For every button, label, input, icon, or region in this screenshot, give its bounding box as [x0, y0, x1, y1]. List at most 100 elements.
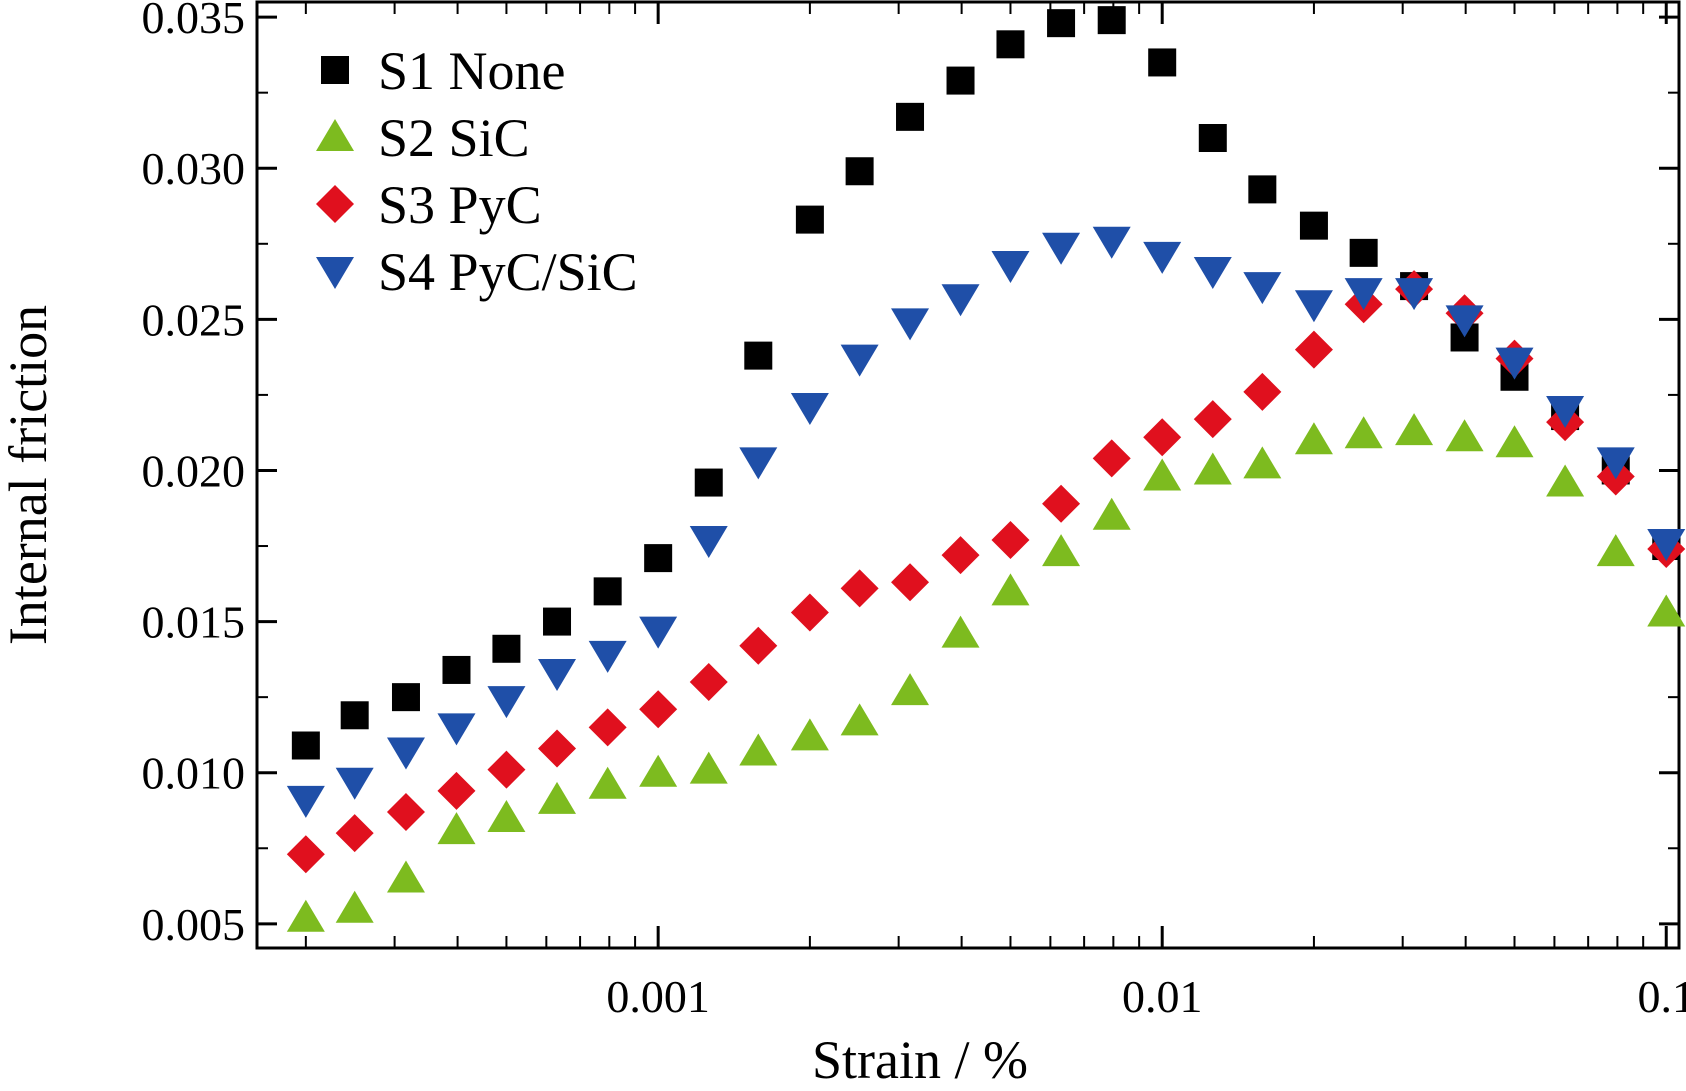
y-tick-label: 0.010 [142, 748, 246, 799]
data-point [689, 751, 728, 784]
y-tick-label: 0.030 [142, 143, 246, 194]
data-point [1596, 534, 1635, 567]
data-point [1092, 497, 1131, 530]
data-point [639, 754, 678, 787]
data-point [386, 737, 425, 770]
data-point [1294, 422, 1333, 455]
data-point [1495, 425, 1534, 458]
data-point [335, 814, 374, 853]
data-point [1344, 278, 1383, 311]
x-tick-label: 0.01 [1122, 971, 1203, 1022]
data-point [1349, 238, 1378, 267]
data-point [1294, 330, 1333, 369]
data-point [639, 616, 678, 649]
data-point [1092, 439, 1131, 478]
data-point [1546, 396, 1585, 429]
series-3 [286, 270, 1686, 874]
data-point [1193, 256, 1232, 289]
data-point [588, 766, 627, 799]
y-tick-label: 0.025 [142, 294, 246, 345]
legend-label: S2 SiC [378, 108, 530, 168]
legend-label: S3 PyC [378, 175, 542, 235]
data-point [941, 615, 980, 648]
y-tick-label: 0.015 [142, 597, 246, 648]
data-point [1445, 305, 1484, 338]
data-point [286, 899, 325, 932]
data-point [593, 577, 622, 606]
data-point [795, 205, 824, 234]
series-2 [286, 413, 1686, 932]
data-point [1546, 464, 1585, 497]
data-point [386, 792, 425, 831]
legend-label: S1 None [378, 41, 566, 101]
data-point [1243, 372, 1282, 411]
data-point [340, 701, 369, 730]
data-point [487, 686, 526, 719]
data-point [492, 634, 521, 663]
data-point [588, 708, 627, 747]
data-point [790, 593, 829, 632]
data-point [386, 860, 425, 893]
x-tick-label: 0.001 [606, 971, 710, 1022]
data-point [896, 102, 925, 131]
data-point [744, 341, 773, 370]
data-point [442, 655, 471, 684]
data-point [946, 66, 975, 95]
data-point [1143, 418, 1182, 457]
data-point [1243, 272, 1282, 305]
data-point [891, 308, 930, 341]
data-point [1042, 232, 1081, 265]
data-point [1495, 347, 1534, 380]
data-point [941, 284, 980, 317]
data-point [790, 718, 829, 751]
data-point [538, 658, 577, 691]
legend-marker [316, 119, 354, 151]
data-point [1395, 278, 1434, 311]
data-point [639, 690, 678, 729]
data-point [1445, 419, 1484, 452]
data-point [286, 835, 325, 874]
legend-marker [316, 185, 354, 223]
data-point [437, 713, 476, 746]
data-point [1596, 447, 1635, 480]
data-point [335, 767, 374, 800]
data-point [1042, 534, 1081, 567]
data-point [487, 750, 526, 789]
data-point [790, 392, 829, 425]
legend-label: S4 PyC/SiC [378, 242, 638, 302]
y-tick-label: 0.035 [142, 0, 246, 43]
data-point [1193, 400, 1232, 439]
legend-marker [321, 56, 349, 84]
data-point [1647, 594, 1686, 627]
data-point [694, 468, 723, 497]
data-point [1143, 458, 1182, 491]
data-point [538, 729, 577, 768]
data-point [991, 250, 1030, 283]
data-point [1395, 413, 1434, 446]
data-point [391, 683, 420, 712]
data-point [1047, 9, 1076, 38]
y-tick-label: 0.005 [142, 899, 246, 950]
data-point [991, 573, 1030, 606]
legend-marker [316, 257, 354, 289]
data-point [437, 812, 476, 845]
y-axis-title: Internal friction [0, 305, 58, 645]
data-point [291, 731, 320, 760]
data-point [891, 673, 930, 706]
data-point [1294, 290, 1333, 323]
data-point [1143, 241, 1182, 274]
data-point [437, 771, 476, 810]
data-point [845, 157, 874, 186]
plot-frame [255, 0, 1681, 950]
data-point [335, 890, 374, 923]
y-tick-label: 0.020 [142, 445, 246, 496]
data-point [840, 703, 879, 736]
data-point [1198, 124, 1227, 153]
data-point [1042, 484, 1081, 523]
data-point [840, 344, 879, 377]
data-point [991, 520, 1030, 559]
axis-ticks [257, 2, 1679, 948]
data-point [1097, 6, 1126, 35]
data-point [689, 525, 728, 558]
